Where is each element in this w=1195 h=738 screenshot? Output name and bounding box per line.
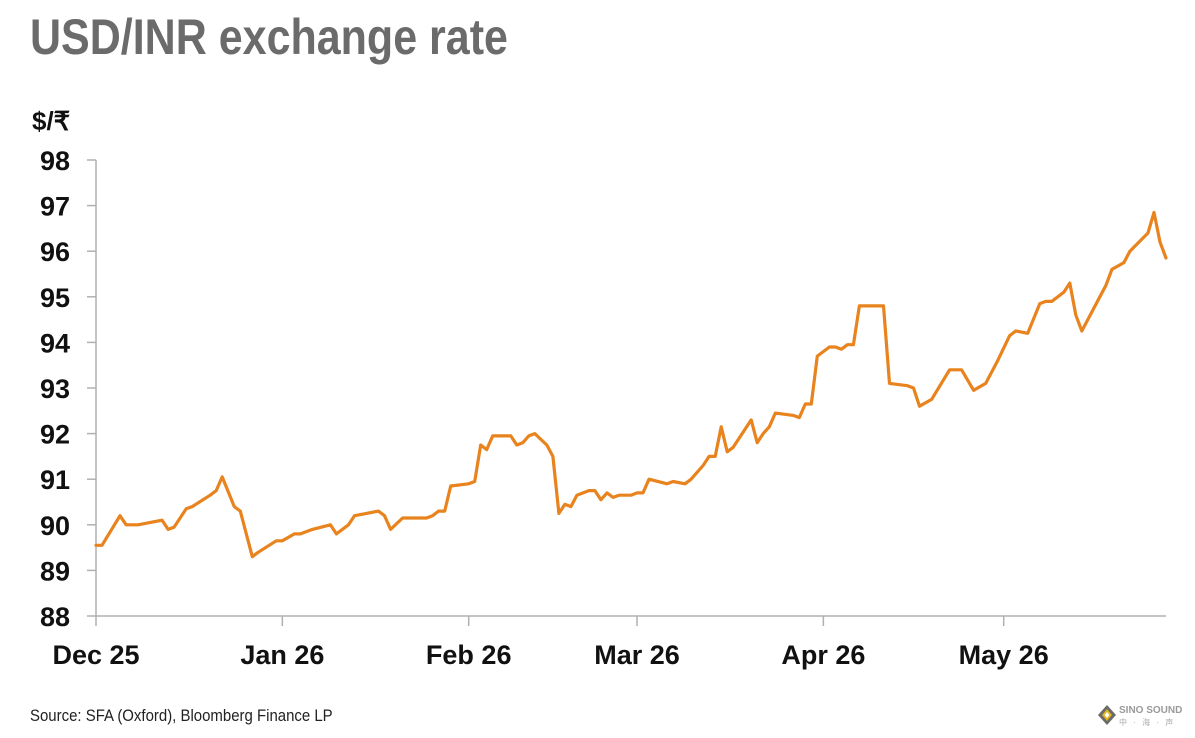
page-title: USD/INR exchange rate: [30, 9, 508, 65]
diamond-logo-icon: [1098, 705, 1116, 725]
watermark-name: SINO SOUND: [1119, 705, 1183, 716]
y-tick-label: 88: [40, 602, 70, 632]
y-axis-unit-label: $/₹: [32, 106, 70, 136]
y-tick-label: 94: [40, 328, 70, 358]
series-line: [94, 210, 1168, 559]
watermark-subtitle: 中 · 海 · 声: [1119, 718, 1176, 727]
y-tick-label: 89: [40, 556, 70, 586]
y-tick-label: 90: [40, 511, 70, 541]
x-tick-label: May 26: [959, 640, 1049, 670]
source-note: Source: SFA (Oxford), Bloomberg Finance …: [30, 706, 333, 725]
y-tick-label: 91: [40, 465, 70, 495]
x-tick-label: Apr 26: [781, 640, 865, 670]
x-tick-label: Dec 25: [52, 640, 139, 670]
y-tick-label: 92: [40, 420, 70, 450]
y-tick-label: 97: [40, 192, 70, 222]
y-tick-label: 95: [40, 283, 70, 313]
watermark-logo: SINO SOUND 中 · 海 · 声: [1097, 704, 1189, 730]
x-tick-label: Jan 26: [240, 640, 324, 670]
chart-axes: 88 89 90 91 92 93 94 95 96 97 98 Dec 25 Jan 26 Feb 26…: [40, 146, 1166, 670]
x-tick-label: Feb 26: [426, 640, 512, 670]
y-tick-label: 93: [40, 374, 70, 404]
chart-series: [94, 210, 1168, 559]
y-tick-label: 96: [40, 237, 70, 267]
x-tick-label: Mar 26: [594, 640, 680, 670]
line-chart: $/₹ 88 89 90 91 92 93 94 95 96 97 98 Dec 25 Jan 26 Fe…: [32, 106, 1168, 670]
y-tick-label: 98: [40, 146, 70, 176]
